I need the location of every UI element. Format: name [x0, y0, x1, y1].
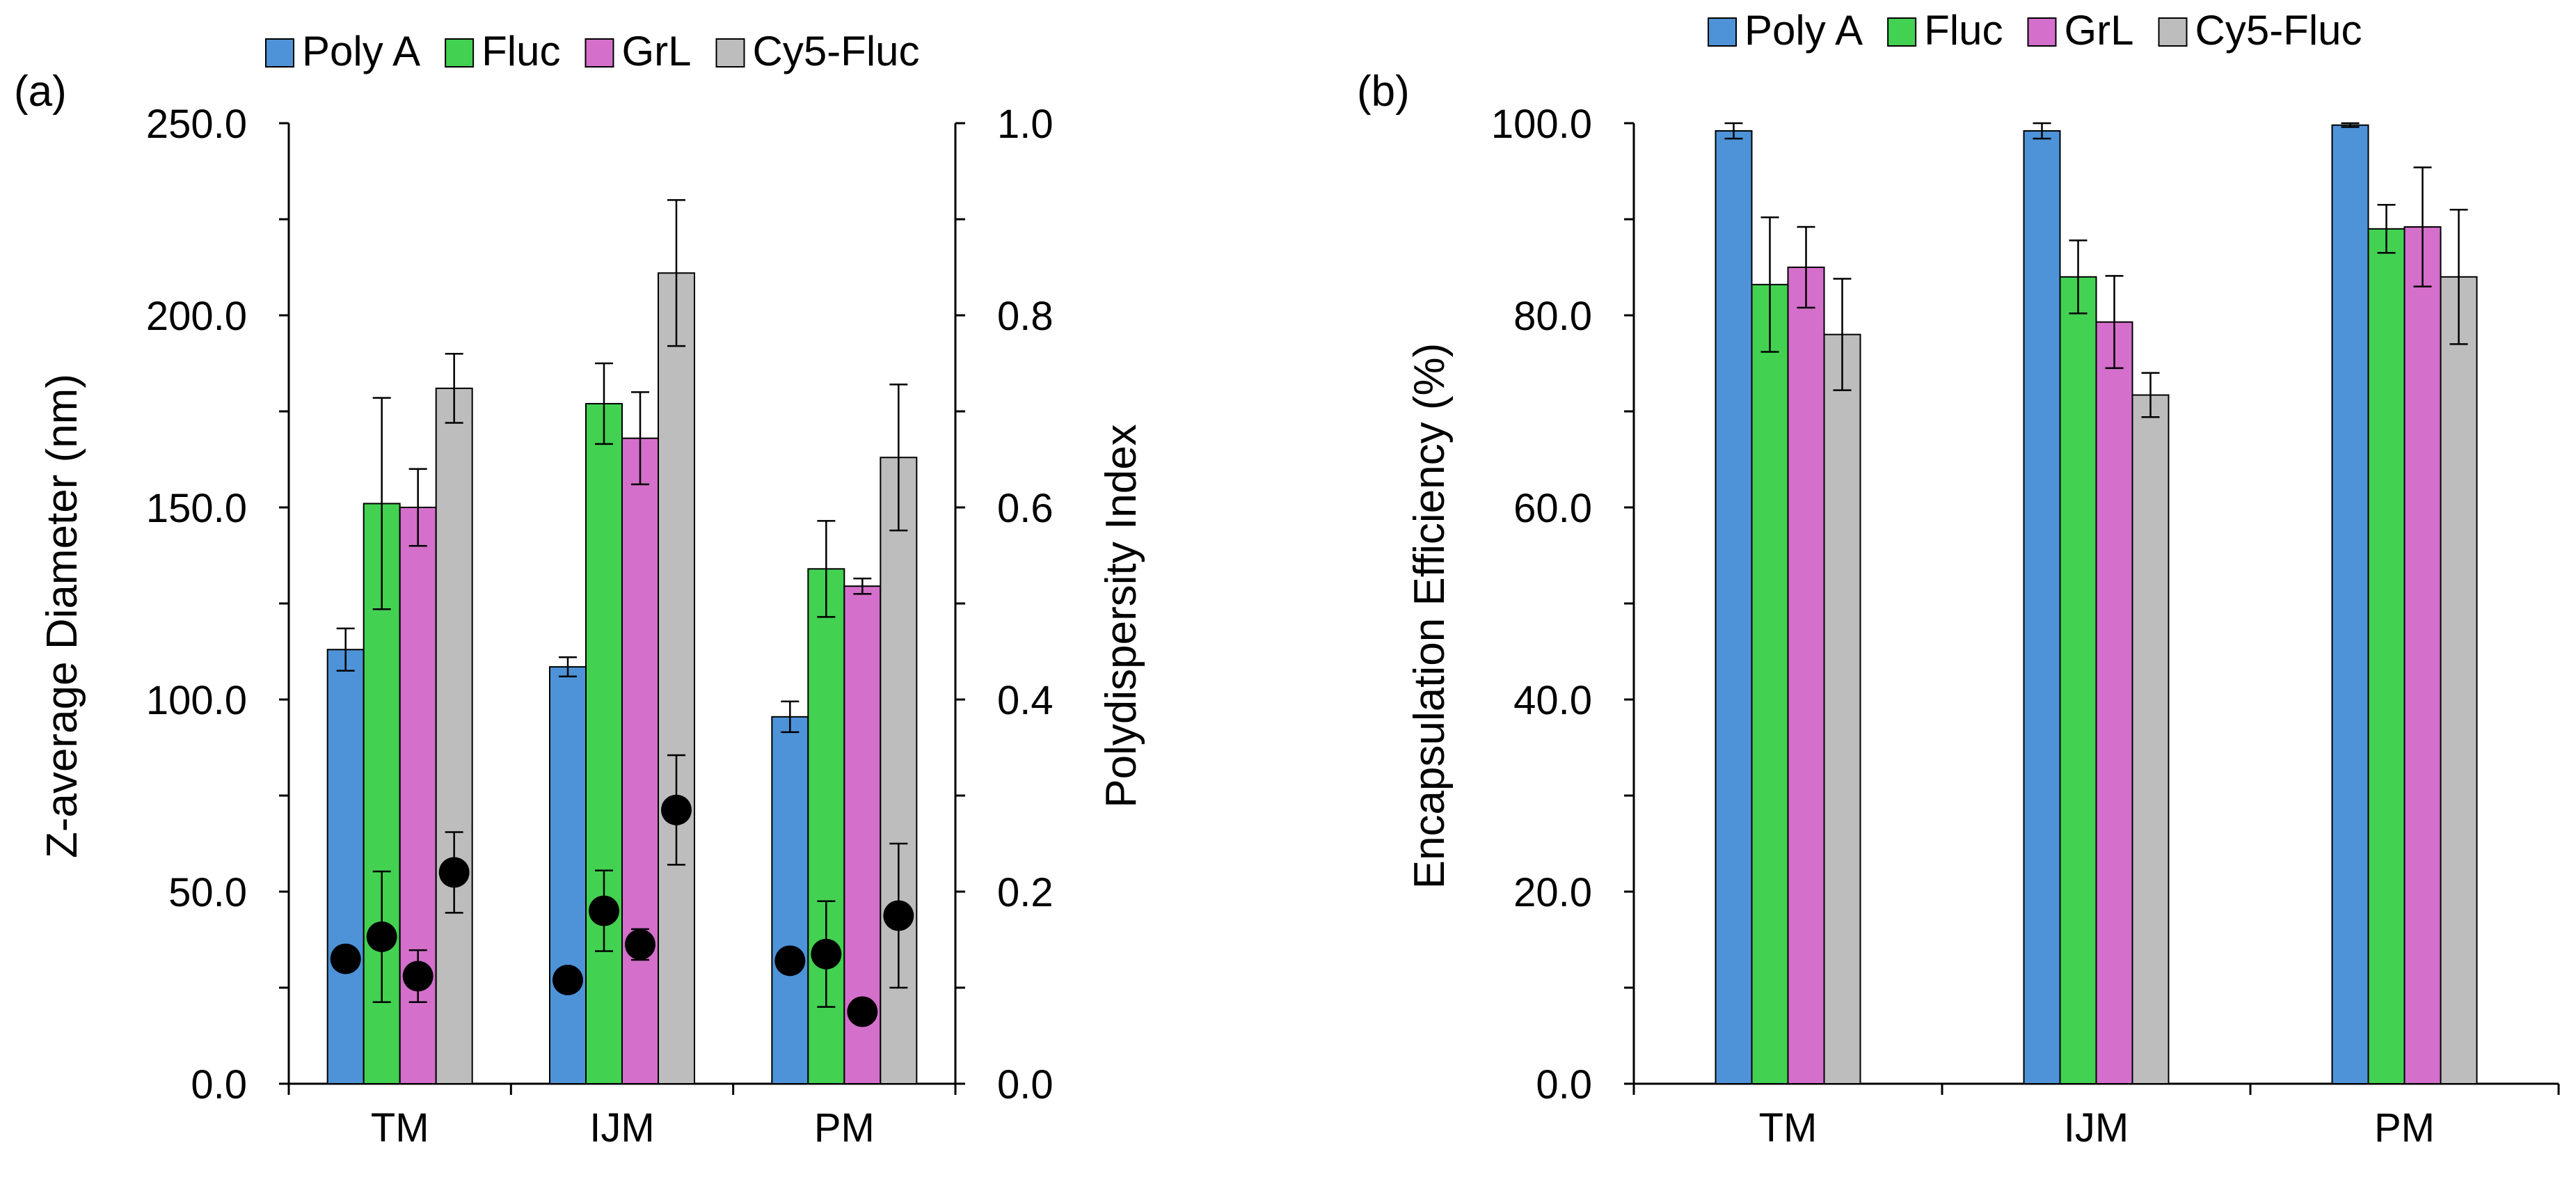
panel-a-bar-poly-a-ijm — [549, 666, 587, 1084]
panel-b-bar-fluc-tm — [1751, 283, 1789, 1085]
panel-b-legend-swatch-cy5-fluc — [2158, 17, 2188, 47]
panel-b-chart: (b) Encapsulation Efficiency (%) Poly A F… — [1357, 7, 2560, 1151]
panel-b-x-tick-label-ijm: IJM — [2064, 1105, 2129, 1151]
panel-a-y-tick-label: 0.0 — [191, 1062, 247, 1107]
panel-a-y-tick-label: 150.0 — [146, 486, 247, 531]
panel-b-bar-cy5-fluc-tm — [1823, 333, 1861, 1085]
panel-a-legend-label-fluc: Fluc — [482, 28, 560, 74]
panel-a-y2-tick-label: 1.0 — [997, 102, 1054, 147]
panel-a-y2-tick-label: 0.2 — [997, 870, 1054, 915]
panel-a-y-tick-label: 100.0 — [146, 678, 247, 723]
panel-a-bar-cy5-fluc-tm — [435, 387, 473, 1084]
panel-a-pdi-point-poly-a-pm — [774, 945, 806, 977]
panel-a-chart: (a) Z-average Diameter (nm) Polydispersi… — [14, 28, 1145, 1151]
panel-b-bar-grl-ijm — [2095, 321, 2133, 1084]
panel-a-bar-poly-a-tm — [326, 649, 365, 1084]
panel-b-y-tick-label: 100.0 — [1491, 102, 1592, 147]
panel-a-pdi-point-poly-a-ijm — [552, 964, 583, 995]
panel-b-bar-cy5-fluc-pm — [2440, 276, 2478, 1084]
panel-a-y2-axis-title: Polydispersity Index — [1097, 424, 1145, 807]
panel-a-legend-swatch-grl — [585, 38, 614, 68]
panel-a-bar-grl-ijm — [621, 437, 659, 1084]
panel-b-bar-fluc-ijm — [2059, 276, 2097, 1084]
panel-a-y2-tick-label: 0.0 — [997, 1062, 1054, 1107]
panel-a-legend-label-grl: GrL — [621, 28, 691, 74]
panel-a-pdi-point-grl-tm — [402, 961, 434, 992]
panel-a-pdi-point-fluc-pm — [811, 938, 842, 970]
panel-a-pdi-point-cy5-fluc-pm — [883, 900, 914, 931]
panel-a-bar-fluc-ijm — [585, 402, 623, 1084]
panel-b-y-tick-label: 60.0 — [1513, 486, 1592, 531]
panel-a-label: (a) — [14, 68, 67, 116]
panel-b-y-tick-label: 40.0 — [1513, 678, 1592, 723]
panel-b-bar-cy5-fluc-ijm — [2131, 394, 2170, 1084]
panel-b-legend-label-fluc: Fluc — [1924, 7, 2003, 54]
panel-b-label: (b) — [1357, 68, 1410, 116]
panel-a-pdi-point-grl-ijm — [625, 929, 655, 960]
panel-a-legend: Poly A Fluc GrL Cy5-Fluc — [265, 28, 920, 74]
panel-a-y2-tick-label: 0.8 — [997, 294, 1054, 339]
panel-b-legend-label-cy5-fluc: Cy5-Fluc — [2195, 7, 2362, 54]
panel-b-x-tick-label-tm: TM — [1759, 1105, 1818, 1151]
panel-b-y-tick-label: 20.0 — [1513, 870, 1592, 915]
panel-a-x-tick-label-pm: PM — [814, 1105, 875, 1151]
panel-a-pdi-point-cy5-fluc-tm — [438, 857, 470, 888]
panel-a-x-tick-label-tm: TM — [371, 1105, 429, 1151]
panel-b-bar-fluc-pm — [2367, 228, 2406, 1084]
panel-a-legend-label-poly-a: Poly A — [302, 28, 420, 74]
panel-b-bar-grl-tm — [1787, 267, 1825, 1084]
panel-b-legend-swatch-grl — [2027, 17, 2057, 47]
panel-b-legend-swatch-fluc — [1887, 17, 1917, 47]
panel-b-legend-swatch-poly-a — [1708, 17, 1737, 47]
panel-a-legend-swatch-cy5-fluc — [715, 38, 745, 68]
panel-a-y-tick-label: 200.0 — [146, 294, 247, 339]
panel-a-pdi-point-fluc-tm — [366, 921, 397, 952]
panel-a-y2-tick-label: 0.6 — [997, 486, 1054, 531]
panel-b-bar-poly-a-ijm — [2023, 130, 2061, 1084]
panel-b-bar-grl-pm — [2403, 226, 2442, 1084]
panel-a-legend-swatch-poly-a — [265, 38, 294, 68]
panel-a-legend-swatch-fluc — [445, 38, 475, 68]
panel-b-y-axis-title: Encapsulation Efficiency (%) — [1406, 343, 1454, 890]
panel-a-y-axis-title: Z-average Diameter (nm) — [38, 374, 86, 858]
panel-b-legend: Poly A Fluc GrL Cy5-Fluc — [1708, 7, 2362, 54]
panel-a-x-tick-label-ijm: IJM — [589, 1105, 654, 1151]
panel-b-legend-label-poly-a: Poly A — [1744, 7, 1863, 54]
panel-b-y-tick-label: 0.0 — [1536, 1062, 1592, 1107]
panel-a-bar-poly-a-pm — [771, 716, 809, 1084]
panel-a-bar-cy5-fluc-ijm — [658, 272, 695, 1084]
panel-a-pdi-point-poly-a-tm — [330, 943, 361, 974]
panel-b-y-tick-label: 80.0 — [1513, 294, 1592, 339]
panel-a-y2-tick-label: 0.4 — [997, 678, 1054, 723]
panel-b-bar-poly-a-pm — [2331, 124, 2369, 1084]
panel-a-pdi-point-cy5-fluc-ijm — [661, 794, 692, 826]
panel-a-y-tick-label: 250.0 — [146, 102, 247, 147]
panel-a-legend-label-cy5-fluc: Cy5-Fluc — [753, 28, 920, 74]
panel-a-y-tick-label: 50.0 — [168, 870, 247, 915]
panel-b-x-tick-label-pm: PM — [2374, 1105, 2435, 1151]
panel-a-pdi-point-grl-pm — [847, 996, 878, 1027]
panel-b-bar-poly-a-tm — [1715, 130, 1753, 1084]
panel-a-bar-cy5-fluc-pm — [880, 457, 918, 1084]
panel-a-pdi-point-fluc-ijm — [589, 895, 619, 926]
panel-b-legend-label-grl: GrL — [2064, 7, 2133, 54]
